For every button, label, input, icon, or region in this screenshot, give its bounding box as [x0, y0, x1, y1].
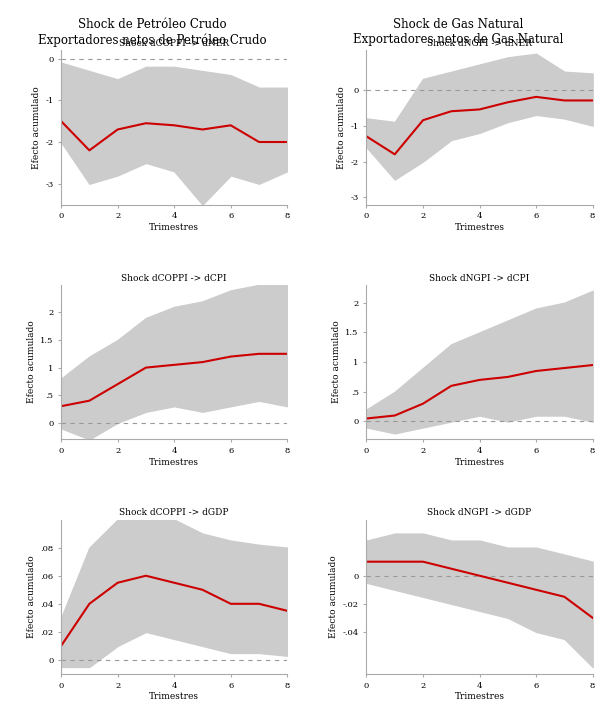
Title: Shock dCOPPI -> dCPI: Shock dCOPPI -> dCPI — [122, 274, 227, 282]
Title: Shock dNGPI -> dNER: Shock dNGPI -> dNER — [427, 39, 532, 48]
X-axis label: Trimestres: Trimestres — [149, 693, 199, 701]
Title: Shock dCOPPI -> dNER: Shock dCOPPI -> dNER — [119, 39, 229, 48]
Text: Shock de Gas Natural
Exportadores netos de Gas Natural: Shock de Gas Natural Exportadores netos … — [353, 18, 563, 46]
X-axis label: Trimestres: Trimestres — [455, 223, 505, 232]
X-axis label: Trimestres: Trimestres — [149, 457, 199, 467]
X-axis label: Trimestres: Trimestres — [149, 223, 199, 232]
Y-axis label: Efecto acumulado: Efecto acumulado — [329, 556, 338, 638]
X-axis label: Trimestres: Trimestres — [455, 457, 505, 467]
Title: Shock dCOPPI -> dGDP: Shock dCOPPI -> dGDP — [119, 508, 229, 518]
Title: Shock dNGPI -> dCPI: Shock dNGPI -> dCPI — [430, 274, 530, 282]
Y-axis label: Efecto acumulado: Efecto acumulado — [337, 86, 346, 168]
Y-axis label: Efecto acumulado: Efecto acumulado — [332, 320, 342, 404]
Text: Shock de Petróleo Crudo
Exportadores netos de Petróleo Crudo: Shock de Petróleo Crudo Exportadores net… — [38, 18, 267, 47]
Y-axis label: Efecto acumulado: Efecto acumulado — [32, 86, 41, 168]
Title: Shock dNGPI -> dGDP: Shock dNGPI -> dGDP — [428, 508, 532, 518]
Y-axis label: Efecto acumulado: Efecto acumulado — [27, 320, 36, 404]
X-axis label: Trimestres: Trimestres — [455, 693, 505, 701]
Y-axis label: Efecto acumulado: Efecto acumulado — [27, 556, 36, 638]
